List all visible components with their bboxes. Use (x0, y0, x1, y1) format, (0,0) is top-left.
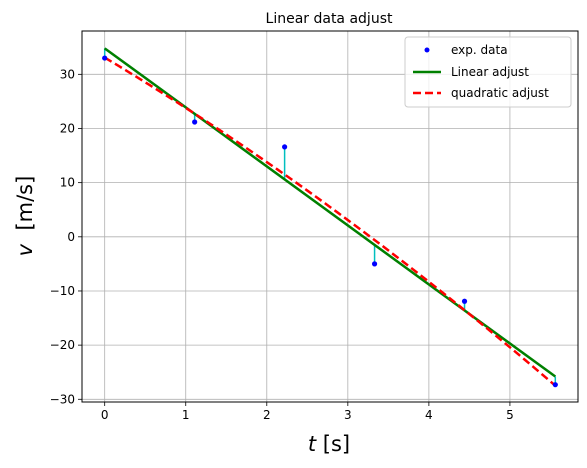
y-tick-label: 30 (60, 67, 75, 81)
data-point (192, 119, 198, 125)
y-tick-label: 20 (60, 121, 75, 135)
x-tick-label: 5 (506, 408, 514, 422)
y-tick-label: −30 (50, 392, 75, 406)
x-axis-unit: [s] (316, 432, 350, 456)
x-axis-variable: t (308, 432, 317, 456)
legend-label-quadratic-adjust: quadratic adjust (451, 86, 549, 100)
legend-marker-exp-data (424, 47, 430, 53)
y-tick-label: 0 (67, 230, 75, 244)
x-tick-label: 2 (263, 408, 271, 422)
data-point (461, 298, 468, 304)
x-tick-label: 0 (101, 408, 109, 422)
quadratic-adjust-curve (104, 56, 557, 387)
data-points (102, 55, 558, 388)
data-point (552, 382, 558, 388)
y-axis-variable: v (13, 243, 37, 256)
legend-label-exp-data: exp. data (451, 43, 508, 57)
data-point (371, 261, 378, 267)
y-tick-label: −20 (50, 338, 75, 352)
y-axis-label: v [m/s] (13, 176, 37, 257)
chart-title: Linear data adjust (266, 11, 393, 27)
legend-box (404, 36, 572, 108)
y-tick-label: 10 (60, 176, 75, 190)
x-tick-label: 3 (344, 408, 352, 422)
data-point (102, 55, 108, 61)
y-axis-unit: [m/s] (13, 176, 37, 244)
legend-label-linear-adjust: Linear adjust (451, 65, 529, 79)
x-axis-label: t [s] (308, 432, 350, 456)
x-axis-ticks: 0 1 2 3 4 5 (101, 402, 514, 422)
data-point (282, 144, 288, 150)
plot-frame (81, 30, 579, 403)
legend: exp. data Linear adjust quadratic adjust (404, 36, 572, 108)
x-tick-label: 4 (425, 408, 433, 422)
y-axis-ticks: −30 −20 −10 0 10 20 30 (50, 67, 82, 406)
fit-lines (103, 47, 557, 387)
x-tick-label: 1 (182, 408, 190, 422)
y-tick-label: −10 (50, 284, 75, 298)
grid (82, 31, 578, 402)
